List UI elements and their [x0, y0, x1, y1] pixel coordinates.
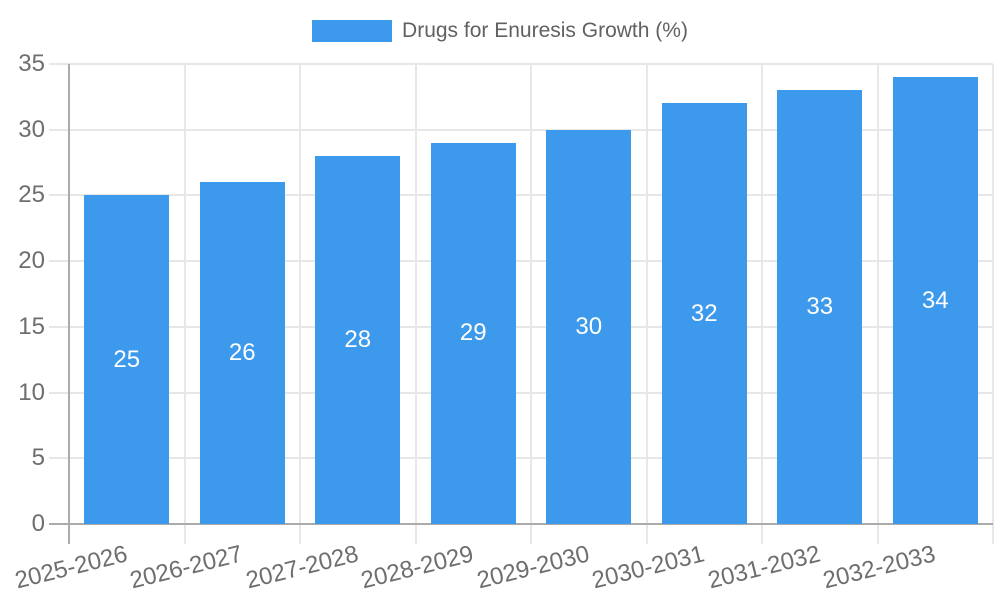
bar-value-label: 26 — [228, 339, 256, 367]
y-axis-tick-label: 20 — [18, 247, 45, 275]
bar-2026-2027[interactable]: 26 — [199, 182, 285, 524]
y-axis-tick-label: 25 — [18, 181, 45, 209]
gridline-vertical — [761, 64, 763, 524]
y-axis-tick-label: 10 — [18, 378, 45, 406]
bar-value-label: 30 — [575, 312, 603, 340]
bar-2025-2026[interactable]: 25 — [84, 195, 170, 524]
gridline-vertical — [299, 64, 301, 524]
gridline-vertical — [992, 64, 994, 524]
x-axis-tick — [761, 524, 763, 544]
x-axis-tick — [992, 524, 994, 544]
bar-value-label: 32 — [690, 299, 718, 327]
x-axis-tick — [68, 524, 70, 544]
gridline-vertical — [183, 64, 186, 524]
x-axis-tick — [645, 524, 648, 544]
gridline-vertical — [876, 64, 879, 524]
gridline-vertical — [414, 64, 417, 524]
bar-2028-2029[interactable]: 29 — [430, 142, 516, 524]
legend-label: Drugs for Enuresis Growth (%) — [402, 19, 688, 42]
y-axis-tick — [49, 194, 69, 197]
x-axis-tick — [414, 524, 417, 544]
y-axis-tick — [49, 391, 69, 394]
legend[interactable]: Drugs for Enuresis Growth (%) — [0, 18, 1000, 44]
bar-2027-2028[interactable]: 28 — [315, 156, 401, 524]
gridline-vertical — [645, 64, 648, 524]
y-axis-tick-label: 15 — [18, 312, 45, 340]
legend-swatch-icon — [312, 20, 393, 42]
y-axis-tick — [49, 457, 69, 460]
bar-2029-2030[interactable]: 30 — [546, 129, 632, 524]
bar-2032-2033[interactable]: 34 — [892, 77, 978, 524]
y-axis-tick-label: 5 — [31, 444, 45, 472]
x-axis-line — [49, 523, 993, 525]
bar-value-label: 28 — [344, 326, 372, 353]
bar-value-label: 29 — [459, 319, 487, 347]
x-axis-tick — [183, 524, 186, 544]
x-axis-tick — [876, 524, 879, 544]
y-axis-line — [68, 64, 70, 524]
y-axis-tick — [49, 63, 69, 65]
y-axis-tick — [49, 260, 69, 263]
y-axis-tick-label: 0 — [31, 510, 45, 537]
y-axis-tick-label: 30 — [18, 115, 45, 143]
gridline-vertical — [530, 64, 532, 524]
x-axis-tick — [299, 524, 301, 544]
x-axis-tick — [530, 524, 532, 544]
y-axis-tick-label: 35 — [18, 50, 45, 77]
bar-value-label: 25 — [113, 345, 141, 373]
y-axis-tick — [49, 325, 69, 328]
bar-value-label: 33 — [806, 293, 834, 321]
bar-2031-2032[interactable]: 33 — [777, 90, 863, 524]
bar-2030-2031[interactable]: 32 — [661, 103, 747, 524]
bar-value-label: 34 — [921, 286, 949, 314]
y-axis-tick — [49, 128, 69, 131]
